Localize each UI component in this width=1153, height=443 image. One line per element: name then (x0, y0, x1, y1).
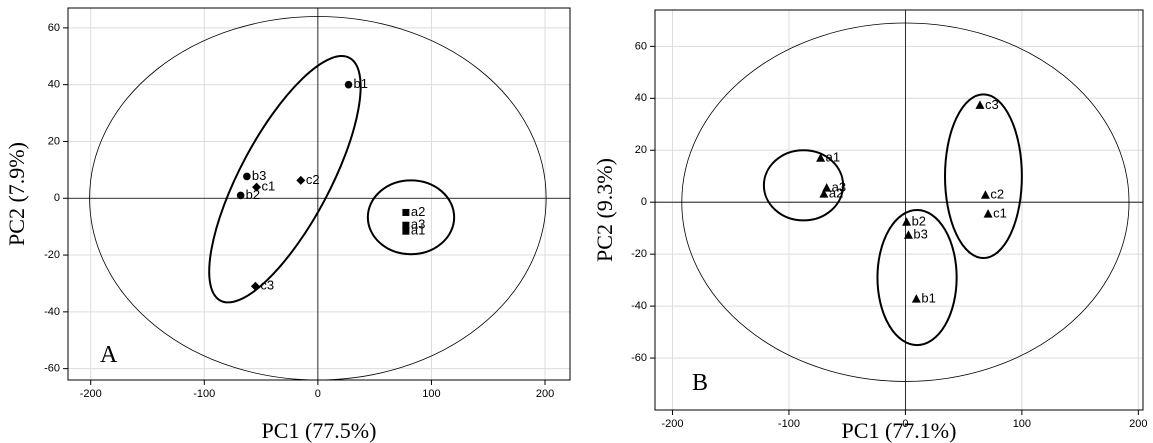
point-label: b3 (252, 168, 266, 183)
point (344, 80, 353, 89)
point (980, 190, 990, 199)
point (911, 294, 921, 303)
confidence-ellipse (762, 149, 845, 222)
point-label: b2 (912, 214, 926, 229)
point-label: c3 (260, 278, 274, 293)
point-label: b3 (913, 227, 927, 242)
y-tick-label: -40 (631, 300, 647, 312)
point (252, 182, 262, 192)
confidence-ellipse (89, 16, 547, 381)
point (816, 153, 826, 162)
point-label: c2 (990, 187, 1004, 202)
point-label: c2 (306, 172, 320, 187)
y-tick-label: -20 (44, 249, 60, 261)
x-tick-label: 0 (902, 418, 908, 430)
point (819, 189, 829, 198)
point-label: a1 (411, 223, 425, 238)
x-tick-label: -200 (661, 418, 683, 430)
x-tick-label: 200 (1129, 418, 1147, 430)
x-tick-label: 100 (422, 388, 440, 400)
y-tick-label: -20 (631, 248, 647, 260)
point (975, 100, 985, 109)
point-label: c3 (985, 97, 999, 112)
confidence-ellipse (944, 93, 1023, 260)
point-label: a3 (411, 217, 425, 232)
point-label: a1 (826, 150, 840, 165)
x-tick-label: -100 (193, 388, 215, 400)
x-tick-label: 0 (315, 388, 321, 400)
panel-label: A (100, 342, 118, 368)
panel-label: B (692, 370, 708, 396)
y-tick-label: 20 (48, 135, 60, 147)
confidence-ellipse (681, 22, 1130, 382)
point-label: c1 (262, 179, 276, 194)
point (822, 183, 832, 192)
point-label: a3 (832, 180, 846, 195)
y-tick-label: 60 (48, 22, 60, 34)
x-axis-label: PC1 (77.1%) (842, 418, 957, 443)
plot-frame (654, 9, 1144, 411)
y-tick-label: -60 (44, 363, 60, 375)
confidence-ellipse (876, 209, 958, 347)
y-tick-label: -60 (631, 352, 647, 364)
x-tick-label: -200 (80, 388, 102, 400)
point-label: a2 (411, 204, 425, 219)
x-axis-label: PC1 (77.5%) (262, 418, 377, 443)
point-label: c1 (993, 206, 1007, 221)
point (250, 281, 260, 291)
point (902, 217, 912, 226)
x-tick-label: 100 (1013, 418, 1031, 430)
x-tick-label: 200 (536, 388, 554, 400)
y-tick-label: 40 (635, 92, 647, 104)
point (983, 209, 993, 218)
point (402, 227, 410, 235)
point-label: b1 (921, 291, 935, 306)
y-axis-label: PC2 (9.3%) (592, 158, 617, 262)
y-tick-label: 20 (635, 144, 647, 156)
y-tick-label: 40 (48, 79, 60, 91)
point-label: a2 (829, 186, 843, 201)
point (903, 230, 913, 239)
point (402, 208, 410, 216)
point (236, 191, 245, 200)
y-tick-label: 0 (54, 192, 60, 204)
confidence-ellipse (366, 179, 456, 256)
point (402, 221, 410, 229)
y-tick-label: 60 (635, 40, 647, 52)
point (243, 172, 251, 181)
point (296, 175, 306, 185)
confidence-ellipse (208, 55, 362, 304)
y-tick-label: 0 (641, 196, 647, 208)
point-label: b1 (354, 76, 368, 91)
y-tick-label: -40 (44, 306, 60, 318)
x-tick-label: -100 (778, 418, 800, 430)
y-axis-label: PC2 (7.9%) (4, 142, 29, 246)
